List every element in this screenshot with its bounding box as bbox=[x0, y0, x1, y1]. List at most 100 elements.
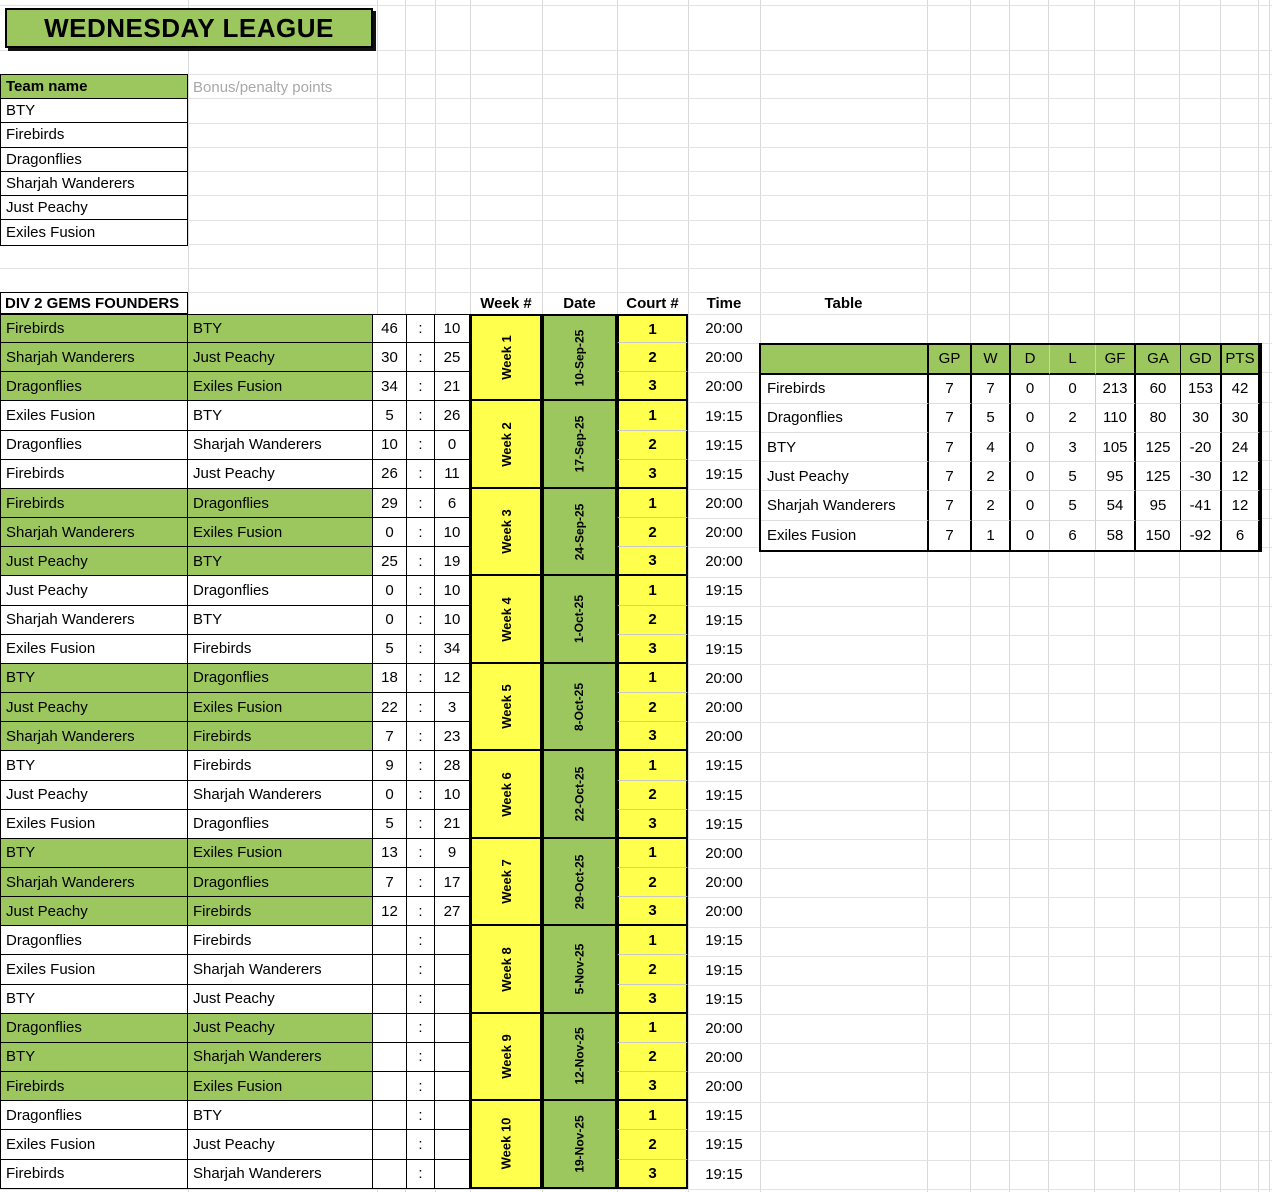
standings-value-cell[interactable]: 2 bbox=[1050, 403, 1096, 433]
time-cell[interactable]: 19:15 bbox=[705, 961, 743, 979]
time-cell[interactable]: 19:15 bbox=[705, 640, 743, 658]
away-score-cell[interactable]: 26 bbox=[435, 401, 470, 431]
home-team-cell[interactable]: Dragonflies bbox=[0, 430, 188, 460]
standings-value-cell[interactable]: 7 bbox=[929, 491, 972, 521]
score-colon[interactable]: : bbox=[407, 984, 435, 1014]
court-number-cell[interactable]: 1 bbox=[617, 314, 688, 344]
standings-value-cell[interactable]: 6 bbox=[1050, 520, 1096, 550]
home-team-cell[interactable]: Firebirds bbox=[0, 1072, 188, 1102]
score-colon[interactable]: : bbox=[407, 547, 435, 577]
home-team-cell[interactable]: Just Peachy bbox=[0, 780, 188, 810]
standings-value-cell[interactable]: 95 bbox=[1136, 491, 1181, 521]
score-colon[interactable]: : bbox=[407, 634, 435, 664]
score-colon[interactable]: : bbox=[407, 1072, 435, 1102]
score-colon[interactable]: : bbox=[407, 1159, 435, 1189]
score-colon[interactable]: : bbox=[407, 401, 435, 431]
standings-value-cell[interactable]: 12 bbox=[1222, 491, 1260, 521]
league-title[interactable]: WEDNESDAY LEAGUE bbox=[5, 8, 373, 48]
standings-value-cell[interactable]: 0 bbox=[1011, 432, 1050, 463]
home-team-cell[interactable]: Just Peachy bbox=[0, 897, 188, 927]
score-colon[interactable]: : bbox=[407, 1101, 435, 1131]
court-number-cell[interactable]: 3 bbox=[617, 809, 688, 839]
home-score-cell[interactable]: 34 bbox=[373, 372, 407, 402]
home-team-cell[interactable]: Sharjah Wanderers bbox=[0, 343, 188, 373]
away-team-cell[interactable]: Firebirds bbox=[188, 634, 373, 664]
standings-value-cell[interactable]: 60 bbox=[1136, 374, 1181, 404]
date-cell[interactable]: 17-Sep-25 bbox=[542, 401, 617, 489]
away-team-cell[interactable]: Firebirds bbox=[188, 926, 373, 956]
table-column-header[interactable]: Table bbox=[824, 294, 863, 312]
home-score-cell[interactable] bbox=[373, 1013, 407, 1043]
standings-value-cell[interactable]: 105 bbox=[1096, 432, 1136, 463]
time-cell[interactable]: 20:00 bbox=[705, 844, 743, 862]
standings-value-cell[interactable]: 5 bbox=[972, 403, 1011, 433]
home-score-cell[interactable] bbox=[373, 955, 407, 985]
home-score-cell[interactable]: 29 bbox=[373, 488, 407, 519]
score-colon[interactable]: : bbox=[407, 605, 435, 635]
time-cell[interactable]: 20:00 bbox=[705, 495, 743, 513]
standings-value-cell[interactable]: -92 bbox=[1181, 520, 1222, 550]
score-colon[interactable]: : bbox=[407, 751, 435, 781]
home-team-cell[interactable]: Sharjah Wanderers bbox=[0, 722, 188, 752]
week-label-cell[interactable]: Week 4 bbox=[470, 576, 542, 664]
home-score-cell[interactable]: 0 bbox=[373, 576, 407, 606]
standings-value-cell[interactable]: 125 bbox=[1136, 432, 1181, 463]
score-colon[interactable]: : bbox=[407, 1130, 435, 1160]
home-score-cell[interactable] bbox=[373, 1159, 407, 1189]
standings-value-cell[interactable]: 5 bbox=[1050, 491, 1096, 521]
date-cell[interactable]: 5-Nov-25 bbox=[542, 926, 617, 1014]
court-number-cell[interactable]: 2 bbox=[617, 518, 688, 548]
time-cell[interactable]: 19:15 bbox=[705, 1136, 743, 1154]
score-colon[interactable]: : bbox=[407, 867, 435, 898]
score-colon[interactable]: : bbox=[407, 780, 435, 810]
standings-value-cell[interactable]: 0 bbox=[1050, 374, 1096, 404]
away-score-cell[interactable]: 10 bbox=[435, 780, 470, 810]
time-cell[interactable]: 20:00 bbox=[705, 378, 743, 396]
court-number-cell[interactable]: 1 bbox=[617, 1101, 688, 1131]
time-cell[interactable]: 19:15 bbox=[705, 582, 743, 600]
standings-team-cell[interactable]: Just Peachy bbox=[761, 462, 929, 492]
week-label-cell[interactable]: Week 2 bbox=[470, 401, 542, 489]
division-title[interactable]: DIV 2 GEMS FOUNDERS bbox=[0, 292, 188, 314]
home-score-cell[interactable]: 30 bbox=[373, 343, 407, 373]
time-cell[interactable]: 20:00 bbox=[705, 1048, 743, 1066]
away-team-cell[interactable]: BTY bbox=[188, 401, 373, 431]
away-score-cell[interactable] bbox=[435, 984, 470, 1014]
court-number-cell[interactable]: 3 bbox=[617, 984, 688, 1014]
team-list-item[interactable]: Exiles Fusion bbox=[1, 220, 187, 245]
team-list-header[interactable]: Team name bbox=[1, 75, 187, 99]
standings-value-cell[interactable]: 213 bbox=[1096, 374, 1136, 404]
standings-header-cell[interactable]: D bbox=[1011, 345, 1050, 375]
home-team-cell[interactable]: Firebirds bbox=[0, 314, 188, 344]
standings-header-cell[interactable]: GD bbox=[1181, 345, 1222, 375]
score-colon[interactable]: : bbox=[407, 897, 435, 927]
away-score-cell[interactable]: 10 bbox=[435, 314, 470, 344]
away-score-cell[interactable]: 10 bbox=[435, 576, 470, 606]
time-cell[interactable]: 19:15 bbox=[705, 990, 743, 1008]
standings-value-cell[interactable]: 6 bbox=[1222, 520, 1260, 550]
away-team-cell[interactable]: Sharjah Wanderers bbox=[188, 955, 373, 985]
home-team-cell[interactable]: BTY bbox=[0, 984, 188, 1014]
away-score-cell[interactable] bbox=[435, 1042, 470, 1073]
court-number-cell[interactable]: 1 bbox=[617, 663, 688, 694]
away-score-cell[interactable]: 21 bbox=[435, 372, 470, 402]
standings-value-cell[interactable]: 0 bbox=[1011, 491, 1050, 521]
home-score-cell[interactable]: 13 bbox=[373, 838, 407, 868]
home-team-cell[interactable]: Dragonflies bbox=[0, 1013, 188, 1043]
away-score-cell[interactable]: 23 bbox=[435, 722, 470, 752]
team-list-item[interactable]: Dragonflies bbox=[1, 147, 187, 172]
away-score-cell[interactable]: 10 bbox=[435, 518, 470, 548]
court-number-cell[interactable]: 2 bbox=[617, 343, 688, 373]
standings-value-cell[interactable]: 7 bbox=[929, 462, 972, 492]
court-number-cell[interactable]: 2 bbox=[617, 605, 688, 635]
court-number-cell[interactable]: 1 bbox=[617, 1013, 688, 1043]
time-cell[interactable]: 20:00 bbox=[705, 553, 743, 571]
team-list-item[interactable]: Sharjah Wanderers bbox=[1, 171, 187, 197]
home-score-cell[interactable]: 5 bbox=[373, 401, 407, 431]
home-score-cell[interactable]: 7 bbox=[373, 867, 407, 898]
away-score-cell[interactable]: 10 bbox=[435, 605, 470, 635]
away-score-cell[interactable]: 21 bbox=[435, 809, 470, 839]
standings-value-cell[interactable]: 7 bbox=[929, 520, 972, 550]
time-cell[interactable]: 19:15 bbox=[705, 1165, 743, 1183]
time-cell[interactable]: 19:15 bbox=[705, 932, 743, 950]
